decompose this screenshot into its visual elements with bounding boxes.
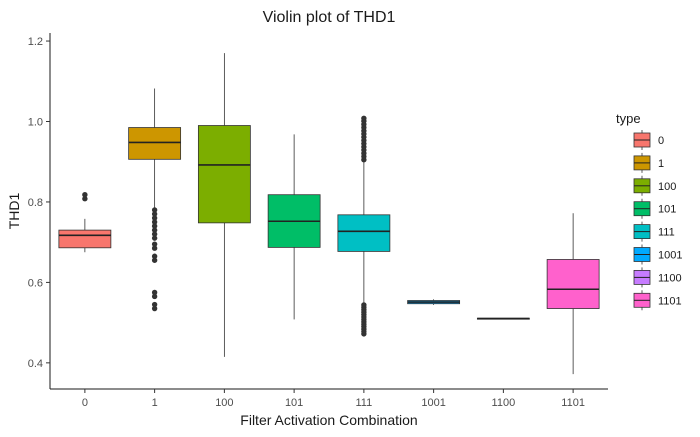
x-tick-label: 1001 [421,397,445,409]
legend-entry-1001: 1001 [633,244,682,265]
x-tick-label: 100 [215,397,233,409]
y-axis-label: THD1 [6,193,22,230]
outlier-point [151,293,158,300]
legend-entry-0: 0 [633,130,664,150]
box-group-100 [197,53,251,357]
y-tick-label: 1.0 [28,116,43,128]
legend-label: 1100 [658,272,682,284]
outlier-point [151,219,158,225]
outlier-point [151,231,158,237]
x-tick-label: 1 [152,397,158,409]
legend-title: type [616,111,641,126]
legend-label: 111 [658,227,675,239]
x-tick-label: 101 [285,397,303,409]
legend-entry-101: 101 [633,198,676,219]
outlier-point [151,211,158,217]
legend-label: 1101 [658,295,682,307]
y-tick-label: 1.2 [28,36,43,48]
legend-entry-1: 1 [633,152,664,173]
outlier-point [151,301,158,308]
outlier-point [151,207,158,213]
legend-label: 1001 [658,250,682,262]
x-tick-label: 0 [82,397,88,409]
box-group-101 [267,134,321,320]
outlier-point [361,302,367,308]
x-tick-label: 111 [356,397,373,409]
outlier-point [151,223,158,229]
outlier-point [361,115,367,121]
box [197,125,251,224]
outlier-point [151,227,158,233]
outlier-point [151,235,158,241]
legend-label: 101 [658,204,676,216]
outlier-point [151,257,158,263]
legend-label: 1 [658,158,664,170]
outlier-point [151,289,158,296]
legend-entry-1100: 1100 [633,267,682,288]
box-group-1100 [476,317,530,320]
y-tick-label: 0.8 [28,197,43,209]
box [546,259,600,309]
legend-entry-111: 111 [633,221,675,242]
box-group-111 [337,115,391,337]
legend-entry-100: 100 [633,175,676,196]
box [128,127,182,160]
outlier-point [151,253,158,259]
box-group-1001 [407,299,461,305]
box-group-1 [128,88,182,312]
box [337,214,391,252]
chart-title: Violin plot of THD1 [263,9,396,26]
legend-label: 0 [658,135,664,147]
x-tick-label: 1100 [492,397,516,409]
y-tick-label: 0.6 [28,277,43,289]
box-group-0 [58,192,112,253]
legend-label: 100 [658,181,676,193]
y-tick-label: 0.4 [28,358,43,370]
box [58,229,112,249]
outlier-point [151,305,158,312]
outlier-point [151,215,158,221]
outlier-point [151,241,158,247]
outlier-point [151,245,158,251]
legend-entry-1101: 1101 [633,290,682,311]
outlier-point [82,192,88,198]
x-axis-label: Filter Activation Combination [240,412,417,428]
box-group-1101 [546,213,600,375]
outlier-point [82,196,88,202]
x-tick-label: 1101 [561,397,585,409]
